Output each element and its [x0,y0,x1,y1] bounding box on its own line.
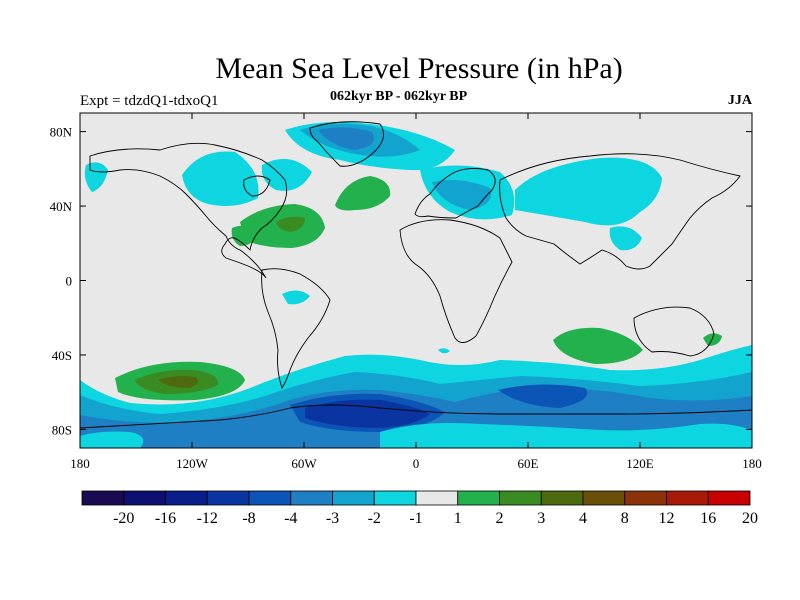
colorbar-swatch [624,490,667,506]
contour-indian-high [553,327,643,364]
colorbar-label: -8 [242,510,255,527]
colorbar-swatch [332,490,375,506]
coast-africa [399,219,513,343]
colorbar-swatch [290,490,333,506]
colorbar-label: 4 [579,510,587,527]
colorbar-label: -1 [409,510,422,527]
x-tick-label: 60E [518,456,539,471]
contour-tasman-high [703,333,722,346]
colorbar-label: -3 [326,510,339,527]
colorbar-swatch [81,490,125,506]
contour-indian-small [438,348,450,354]
y-tick-label: 80S [52,422,72,437]
y-tick-label: 40S [52,348,72,363]
experiment-label: Expt = tdzdQ1-tdxoQ1 [80,93,219,109]
colorbar-swatch [415,490,459,506]
contour-canada-trough [182,151,259,206]
colorbar-swatch [373,490,417,506]
colorbar-swatch [540,490,584,506]
coast-hudson-bay [243,175,271,197]
coast-north-america [89,142,288,279]
contour-gulf-high [231,225,258,246]
contour-mid-atlantic-high [335,176,391,211]
coast-asia [499,153,741,270]
coast-antarctica [80,404,752,429]
contour-indian-ocean-low [498,384,588,408]
period-label: 062kyr BP - 062kyr BP [330,89,468,104]
x-tick-label: 60W [291,456,317,471]
colorbar-swatch [582,490,626,506]
x-tick-label: 180 [70,456,90,471]
coast-australia [633,306,715,357]
x-tick-label: 120W [176,456,209,471]
colorbar-label: -4 [284,510,297,527]
y-tick-label: 80N [50,125,73,140]
colorbar: -20 -16 -12 -8 -4 -3 -2 -1 1 2 3 4 8 12 16 20 [81,490,758,527]
contour-hudson [261,158,312,191]
x-tick-label: 0 [413,456,420,471]
coast-europe [414,167,496,219]
axis-ticks [79,113,753,448]
contour-south-pacific-inner [158,376,199,388]
colorbar-swatch [457,490,500,506]
contour-antarctic-light [380,423,752,448]
colorbar-label: 20 [742,510,758,527]
contour-asia [515,157,662,226]
axis-tick-labels: 180 120W 60W 0 60E 120E 180 80N 40N 0 40S 80S [50,125,762,471]
colorbar-swatch [165,490,208,506]
contour-europe-inner [432,180,492,210]
colorbar-swatch [499,490,542,506]
colorbar-label: -20 [113,510,134,527]
colorbar-label: -12 [197,510,218,527]
colorbar-label: -2 [368,510,381,527]
season-label: JJA [727,93,752,108]
colorbar-swatch [707,490,751,506]
contour-tropical-atlantic [282,290,310,305]
contour-greenland-inner [318,127,374,150]
colorbar-swatch [206,490,250,506]
x-tick-label: 120E [626,456,654,471]
coast-south-america [261,268,331,390]
y-tick-label: 0 [66,274,73,289]
x-tick-label: 180 [742,456,762,471]
coastlines [80,121,752,429]
coast-greenland [309,121,385,167]
chart-title: Mean Sea Level Pressure (in hPa) [215,52,623,85]
colorbar-label: 1 [454,510,462,527]
colorbar-label: 12 [659,510,675,527]
contour-weddell-inner [305,399,430,428]
colorbar-label: 8 [621,510,629,527]
contour-layer [80,122,752,448]
colorbar-swatch [666,490,709,506]
colorbar-swatch [123,490,166,506]
colorbar-label: -16 [155,510,176,527]
y-tick-label: 40N [50,199,73,214]
contour-east-asia [609,226,642,251]
contour-atlantic-high-inner [276,216,305,232]
contour-antarctic-west [80,431,144,448]
colorbar-label: 3 [537,510,545,527]
colorbar-label: 2 [496,510,504,527]
colorbar-label: 16 [700,510,716,527]
colorbar-swatch [248,490,292,506]
